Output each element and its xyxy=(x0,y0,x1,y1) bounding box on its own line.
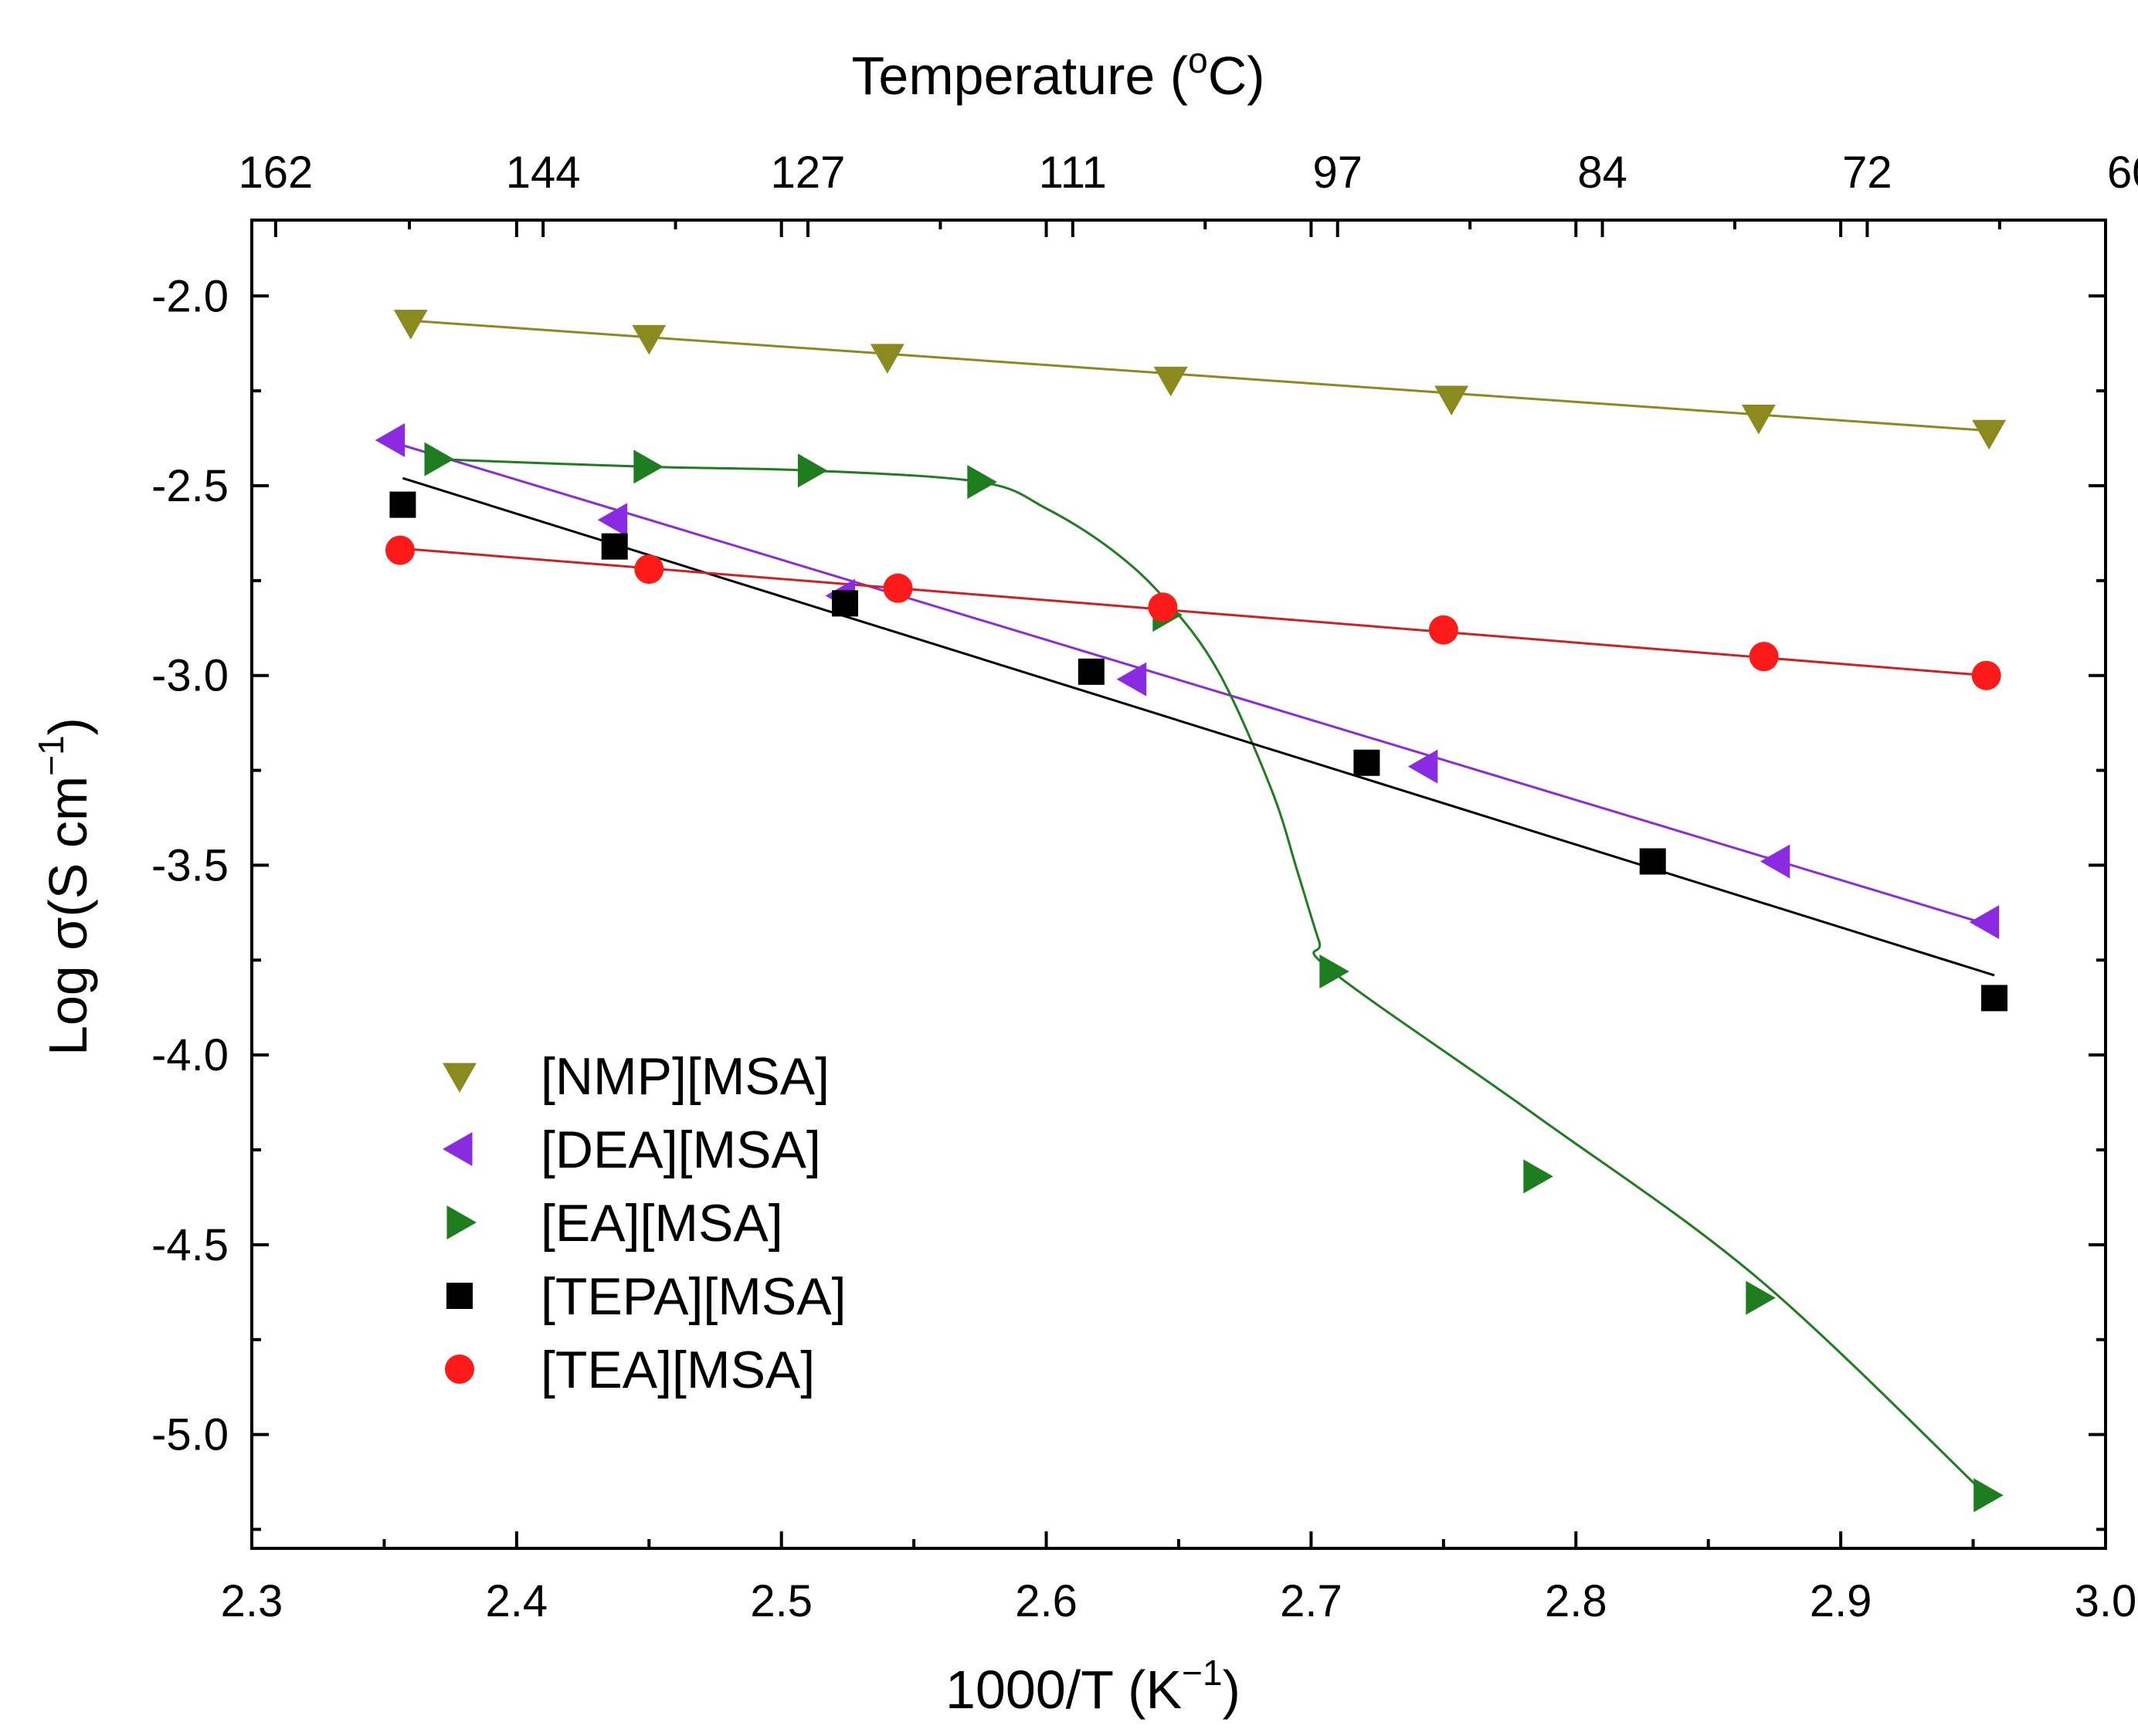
data-point xyxy=(967,465,997,500)
data-point xyxy=(1077,658,1105,685)
data-point xyxy=(1116,662,1147,697)
data-point xyxy=(1148,592,1178,622)
data-point xyxy=(797,453,828,488)
legend-label: [EA][MSA] xyxy=(541,1194,783,1253)
data-point xyxy=(1407,749,1438,784)
data-point xyxy=(389,491,416,518)
top-tick-label: 111 xyxy=(1039,147,1107,198)
x-tick-label: 2.6 xyxy=(1015,1576,1077,1626)
data-point xyxy=(1428,615,1458,645)
x-tick-label: 2.8 xyxy=(1545,1576,1607,1626)
x-tick-label: 2.9 xyxy=(1810,1576,1872,1626)
legend-label: [TEA][MSA] xyxy=(541,1341,815,1399)
y-tick-label: -5.0 xyxy=(151,1410,229,1460)
top-tick-label: 72 xyxy=(1842,147,1892,198)
ticks-layer: 2.3 2.4 2.5 2.6 2.7 2.8 2.9 3.0 -5.0 -4.5 -4.0 -3.5… xyxy=(151,147,2138,1626)
x-tick-label: 3.0 xyxy=(2075,1576,2137,1626)
top-axis-title: Temperature (oC) xyxy=(851,40,1264,106)
data-point xyxy=(1973,1478,2004,1513)
data-point xyxy=(1746,1280,1776,1315)
data-point xyxy=(1760,844,1790,879)
data-point xyxy=(634,554,664,585)
data-point xyxy=(870,344,904,374)
legend-label: [TEPA][MSA] xyxy=(541,1267,846,1326)
data-points-layer xyxy=(375,310,2007,1513)
y-tick-label: -2.0 xyxy=(151,271,229,321)
y-tick-label: -3.0 xyxy=(151,651,229,701)
top-tick-label: 84 xyxy=(1577,147,1627,198)
fit-line xyxy=(436,458,1987,1497)
data-point xyxy=(1319,954,1349,989)
legend-label: [DEA][MSA] xyxy=(541,1121,821,1179)
fit-line xyxy=(399,547,1987,677)
data-point xyxy=(1749,642,1779,672)
top-tick-label: 97 xyxy=(1312,147,1363,198)
x-tick-label: 2.5 xyxy=(750,1576,813,1626)
data-point xyxy=(1153,366,1188,397)
legend-marker xyxy=(443,1132,473,1166)
legend-marker xyxy=(446,1283,473,1309)
legend-marker xyxy=(443,1063,477,1093)
data-point xyxy=(375,423,406,458)
y-tick-label: -2.5 xyxy=(151,461,229,511)
top-tick-label: 144 xyxy=(506,147,581,198)
data-point xyxy=(1741,405,1776,435)
y-tick-label: -3.5 xyxy=(151,840,229,890)
data-point xyxy=(1971,660,2001,690)
fit-line xyxy=(392,441,1987,926)
top-tick-label: 162 xyxy=(238,147,313,198)
legend-label: [NMP][MSA] xyxy=(541,1047,830,1106)
fit-line xyxy=(410,319,1990,432)
y-tick-label: -4.0 xyxy=(151,1030,229,1080)
data-point xyxy=(424,442,454,476)
data-point xyxy=(393,310,428,340)
x-tick-label: 2.4 xyxy=(486,1576,548,1626)
data-point xyxy=(1969,905,2000,940)
top-tick-label: 60 xyxy=(2107,147,2138,198)
data-point xyxy=(1972,419,2007,450)
x-axis-title: 1000/T (K−1) xyxy=(945,1653,1240,1720)
top-tick-label: 127 xyxy=(771,147,846,198)
data-point xyxy=(632,324,667,355)
y-tick-label: -4.5 xyxy=(151,1220,229,1270)
x-tick-label: 2.3 xyxy=(221,1576,283,1626)
data-point xyxy=(1639,848,1666,875)
data-point xyxy=(832,590,858,617)
legend: [NMP][MSA] [DEA][MSA] [EA][MSA] [TEPA][MSA]… xyxy=(443,1047,846,1399)
fit-line xyxy=(402,476,1995,977)
data-point xyxy=(1981,985,2007,1012)
data-point xyxy=(1523,1159,1553,1194)
data-point xyxy=(601,533,628,560)
legend-marker xyxy=(445,1355,474,1384)
data-point xyxy=(1434,385,1469,415)
x-tick-label: 2.7 xyxy=(1280,1576,1342,1626)
y-axis-title: Log σ(S cm−1) xyxy=(31,717,98,1056)
legend-marker xyxy=(446,1205,477,1239)
data-point xyxy=(597,503,628,537)
data-point xyxy=(385,535,415,565)
data-point xyxy=(633,449,663,484)
data-point xyxy=(1353,749,1380,776)
data-point xyxy=(883,573,913,603)
